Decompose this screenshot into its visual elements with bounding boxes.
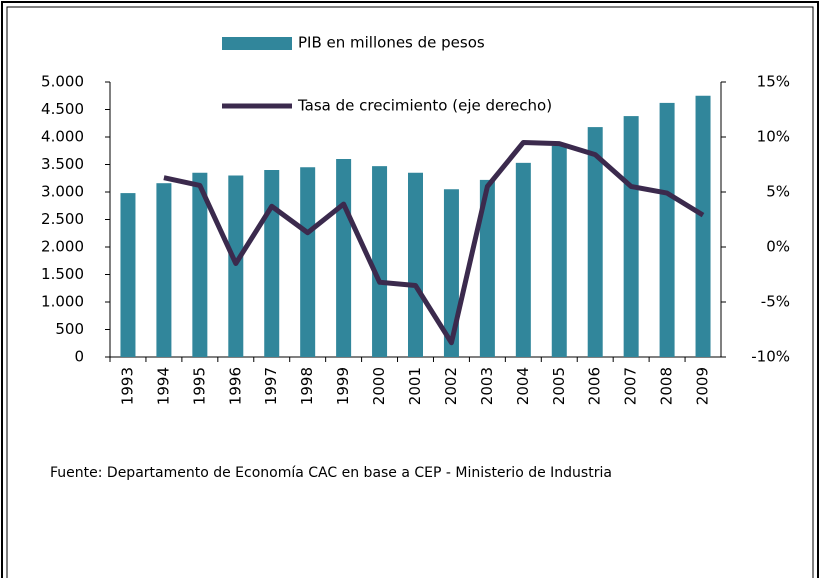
bar (120, 193, 136, 357)
bar (156, 183, 172, 357)
frame-inner (6, 6, 814, 578)
y2-tick-label: 0% (766, 238, 790, 256)
y-tick-label: 2.500 (41, 210, 84, 228)
bar (264, 170, 280, 357)
bar (300, 167, 316, 357)
y-tick-label: 3.500 (41, 155, 84, 173)
bar (336, 159, 352, 357)
y-tick-label: 1.500 (41, 265, 84, 283)
x-tick-label: 1994 (154, 367, 172, 405)
bar (228, 175, 244, 357)
bar (695, 95, 711, 357)
x-tick-label: 2005 (550, 367, 568, 405)
line (163, 140, 705, 346)
x-tick-label: 1996 (226, 367, 244, 405)
x-tick-label: 2004 (514, 367, 532, 405)
legend-label: PIB en millones de pesos (298, 34, 485, 52)
x-tick-label: 1998 (298, 367, 316, 405)
x-tick-label: 2007 (622, 367, 640, 405)
x-tick-label: 2003 (478, 367, 496, 405)
y-tick-label: 1.000 (41, 293, 84, 311)
bar (408, 172, 423, 357)
x-tick-label: 2008 (658, 367, 676, 405)
y-tick-label: 5.000 (41, 73, 84, 91)
bar (623, 116, 639, 357)
x-tick-label: 1995 (190, 367, 208, 405)
bar (479, 179, 495, 357)
x-tick-label: 2001 (406, 367, 424, 405)
x-tick-label: 2006 (586, 367, 604, 405)
bar (551, 145, 567, 357)
legend-swatch (222, 37, 292, 50)
y-tick-label: 4.000 (41, 128, 84, 146)
x-tick-label: 2000 (370, 367, 388, 405)
x-tick-label: 1993 (118, 367, 136, 405)
y-tick-label: 4.500 (41, 100, 84, 118)
y-tick-label: 2.000 (41, 238, 84, 256)
source-note: Fuente: Departamento de Economía CAC en … (50, 465, 612, 481)
bar (515, 162, 531, 357)
y2-tick-label: -10% (751, 348, 790, 366)
bar (587, 127, 603, 357)
y2-tick-label: -5% (761, 293, 790, 311)
y-tick-label: 3.000 (41, 183, 84, 201)
y-tick-label: 500 (55, 320, 84, 338)
bar (659, 102, 675, 358)
bar (192, 172, 208, 357)
y2-tick-label: 15% (757, 73, 790, 91)
legend-label: Tasa de crecimiento (eje derecho) (297, 97, 552, 115)
x-tick-label: 1999 (334, 367, 352, 405)
x-tick-label: 2009 (694, 367, 712, 405)
y2-tick-label: 10% (757, 128, 790, 146)
x-tick-label: 1997 (262, 367, 280, 405)
y2-tick-label: 5% (766, 183, 790, 201)
y-tick-label: 0 (74, 348, 84, 366)
bar (372, 166, 388, 357)
bar (443, 189, 459, 357)
x-tick-label: 2002 (442, 367, 460, 405)
